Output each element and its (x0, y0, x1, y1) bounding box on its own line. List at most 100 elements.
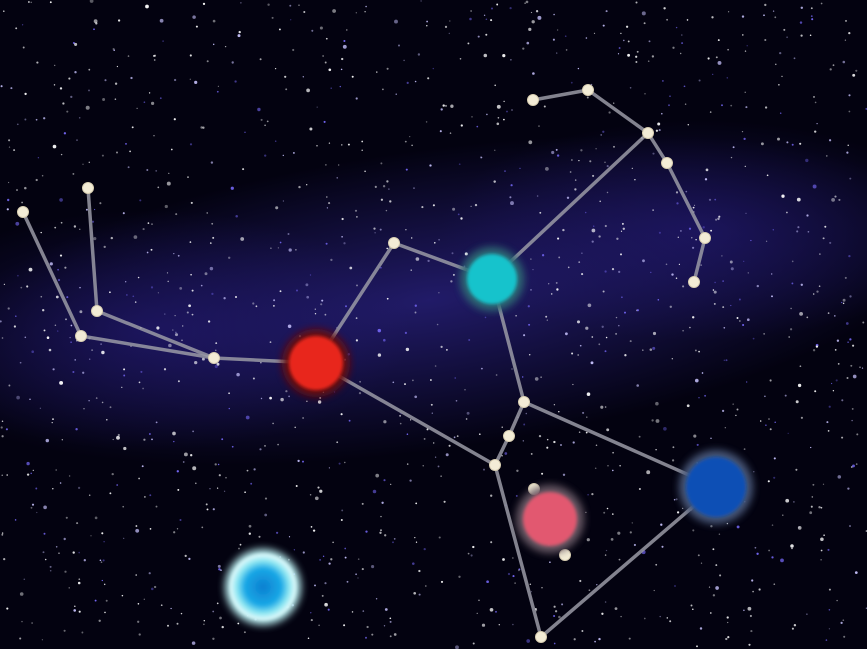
background-star (325, 37, 328, 40)
background-star (292, 151, 295, 154)
background-star (695, 239, 697, 241)
background-star (606, 507, 609, 510)
background-star (756, 552, 759, 555)
background-star (74, 42, 78, 46)
star-cyan-star[interactable] (225, 549, 301, 625)
background-star (814, 390, 817, 393)
background-star (712, 548, 715, 551)
star-rigel[interactable] (679, 450, 753, 524)
background-star (415, 502, 418, 505)
background-star (494, 84, 496, 87)
background-star (82, 163, 84, 165)
background-star (586, 392, 591, 396)
background-star (95, 397, 98, 399)
background-star (309, 127, 313, 131)
background-star (21, 620, 23, 623)
star-bellatrix[interactable] (460, 247, 524, 311)
background-star (752, 590, 754, 593)
background-star (598, 235, 601, 238)
background-star (812, 349, 816, 352)
star-nebula[interactable] (516, 485, 584, 553)
background-star (212, 19, 216, 23)
background-star (624, 311, 626, 314)
background-star (106, 419, 108, 421)
background-star (606, 165, 609, 168)
background-star (43, 532, 46, 535)
background-star (586, 538, 590, 542)
background-star (594, 467, 597, 470)
background-star (600, 405, 604, 409)
background-star (147, 222, 150, 224)
background-star (812, 184, 817, 189)
background-star (856, 433, 859, 436)
background-star (693, 204, 696, 206)
star-s14 (503, 430, 515, 442)
background-star (727, 48, 729, 51)
background-star (159, 18, 164, 23)
background-star (694, 378, 699, 383)
background-star (303, 10, 306, 14)
bellatrix-body (467, 254, 517, 304)
background-star (598, 343, 601, 346)
background-star (10, 87, 13, 90)
background-star (15, 27, 18, 30)
background-star (191, 289, 194, 292)
background-star (629, 531, 632, 534)
background-star (797, 383, 802, 388)
star-betelgeuse[interactable] (282, 329, 350, 397)
background-star (225, 476, 227, 479)
background-star (0, 320, 2, 323)
star-s2 (82, 182, 94, 194)
background-star (216, 487, 219, 489)
background-star (306, 295, 310, 299)
background-star (589, 160, 592, 163)
background-star (325, 196, 328, 198)
background-star (346, 29, 348, 31)
background-star (622, 39, 625, 42)
background-star (697, 554, 700, 557)
background-star (553, 404, 556, 406)
background-star (162, 40, 164, 42)
background-star (661, 545, 664, 548)
background-star (528, 323, 531, 326)
background-star (412, 562, 415, 565)
background-star (212, 637, 215, 640)
constellation-line (586, 88, 650, 135)
background-star (59, 482, 62, 484)
background-star (684, 103, 687, 105)
background-star (202, 126, 205, 129)
background-star (443, 500, 446, 503)
background-star (317, 486, 320, 489)
background-star (775, 63, 777, 66)
background-star (379, 228, 382, 231)
background-star (66, 110, 69, 113)
background-star (663, 426, 667, 431)
background-star (43, 505, 47, 510)
background-star (556, 29, 559, 31)
background-star (146, 251, 149, 254)
background-star (214, 463, 217, 466)
background-star (581, 630, 584, 632)
background-star (545, 315, 548, 318)
background-star (209, 266, 214, 271)
background-star (219, 616, 222, 620)
background-star (512, 575, 515, 578)
background-star (57, 330, 59, 332)
background-star (713, 290, 717, 294)
background-star (324, 582, 327, 585)
background-star (842, 302, 845, 305)
background-star (190, 201, 193, 204)
background-star (139, 199, 142, 202)
background-star (288, 248, 292, 252)
background-star (635, 61, 638, 63)
background-star (810, 505, 813, 508)
background-star (732, 403, 734, 405)
background-star (586, 416, 588, 418)
background-star (618, 47, 621, 49)
background-star (683, 85, 686, 88)
background-star (64, 266, 67, 269)
background-star (617, 531, 621, 535)
background-star (437, 465, 440, 468)
background-star (238, 547, 240, 550)
background-star (305, 283, 309, 287)
